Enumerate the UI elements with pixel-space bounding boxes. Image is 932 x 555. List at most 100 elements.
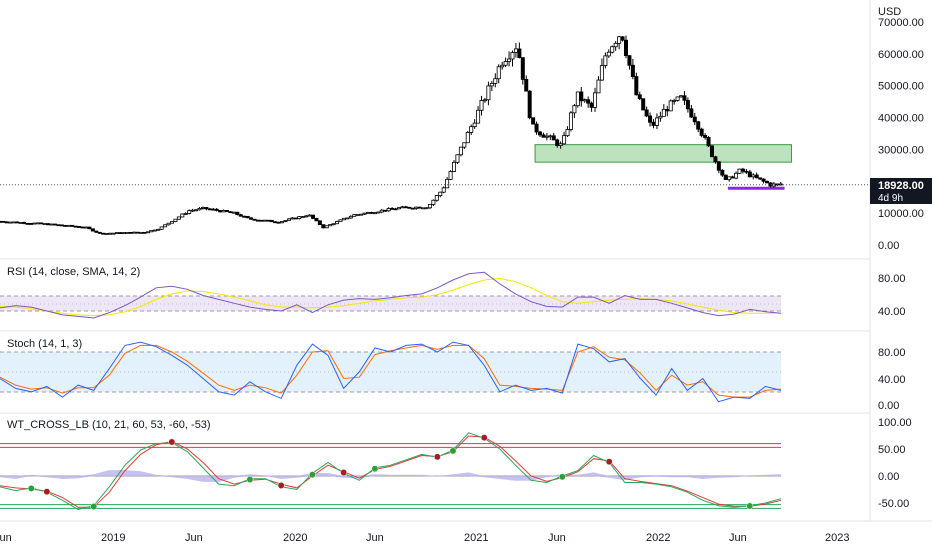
candle-body (555, 139, 560, 147)
candle-body (190, 209, 195, 212)
candle-body (379, 209, 384, 213)
price-pane[interactable] (0, 35, 870, 235)
candle-body (276, 221, 281, 224)
candle-body (593, 92, 598, 108)
candle-body (424, 207, 429, 210)
candle-body (242, 215, 247, 218)
candle-body (658, 115, 663, 119)
candle-body (11, 221, 16, 224)
candle-body (410, 207, 415, 210)
candle-body (228, 211, 233, 214)
candle-body (706, 137, 711, 147)
candle-body (582, 99, 587, 102)
candle-body (39, 222, 44, 225)
candle-body (22, 222, 27, 224)
candle-body (496, 66, 501, 80)
candle-body (699, 128, 704, 136)
candle-body (541, 134, 546, 138)
resistance-zone[interactable] (534, 144, 792, 163)
price-tick: 0.00 (878, 240, 899, 252)
time-label-2022: 2022 (646, 532, 670, 544)
candle-body (132, 231, 137, 234)
wt-bearish-cross-dot (168, 438, 176, 446)
stoch-tick-80: 80.00 (878, 347, 906, 359)
candle-body (527, 90, 532, 119)
candle-body (18, 222, 23, 224)
candle-body (345, 217, 350, 220)
candle-body (479, 100, 484, 111)
candle-body (280, 221, 285, 224)
stoch-d-line (0, 344, 782, 398)
candle-body (97, 231, 102, 234)
candle-body (737, 168, 742, 174)
candle-body (121, 232, 126, 235)
candle-body (572, 105, 577, 114)
candle-body (152, 229, 157, 232)
candle-body (283, 220, 288, 222)
candle-body (221, 210, 226, 213)
wt-bullish-cross-dot (27, 484, 35, 492)
candle-body (369, 212, 374, 214)
candle-body (637, 94, 642, 100)
candle-body (235, 211, 240, 216)
candle-body (458, 146, 463, 156)
rsi-pane[interactable]: RSI (14, close, SMA, 14, 2) 80.00 40.00 (0, 266, 906, 319)
wt-bearish-cross-dot (277, 482, 285, 489)
candle-body (421, 207, 426, 210)
price-tick: 10000.00 (878, 208, 924, 220)
wt-pane[interactable]: WT_CROSS_LB (10, 21, 60, 53, -60, -53) 1… (0, 417, 912, 511)
candle-body (603, 55, 608, 66)
rsi-tick-40: 40.00 (878, 306, 906, 318)
wt-bullish-cross-dot (449, 447, 457, 455)
candle-body (623, 39, 628, 57)
time-axis[interactable]: Jun 2019 Jun 2020 Jun 2021 Jun 2022 Jun … (0, 532, 849, 544)
candle-body (493, 78, 498, 84)
stoch-tick-40: 40.00 (878, 374, 906, 386)
candle-body (297, 216, 302, 219)
candle-body (390, 207, 395, 210)
candle-body (66, 224, 71, 227)
candle-body (641, 98, 646, 111)
candle-countdown: 4d 9h (878, 193, 903, 204)
candle-body (744, 170, 749, 173)
candle-body (35, 222, 40, 225)
candle-body (503, 61, 508, 66)
candle-body (520, 57, 525, 80)
wt-bearish-cross-dot (340, 469, 348, 476)
candle-body (259, 219, 264, 222)
candle-body (255, 219, 260, 222)
wt-bearish-cross-dot (480, 434, 488, 442)
candle-body (104, 233, 109, 235)
candle-body (644, 109, 649, 117)
candle-body (15, 221, 20, 224)
candle-body (56, 224, 61, 227)
candle-body (654, 117, 659, 126)
stoch-pane[interactable]: Stoch (14, 1, 3) 80.00 40.00 0.00 (0, 338, 906, 412)
candle-body (338, 219, 343, 222)
candle-body (197, 208, 202, 211)
candle-body (661, 108, 666, 117)
candle-body (720, 169, 725, 176)
candle-body (482, 99, 487, 102)
candle-body (118, 232, 123, 235)
candle-body (187, 210, 192, 214)
candle-body (620, 36, 625, 41)
rsi-line (0, 271, 782, 319)
candle-body (438, 191, 443, 196)
candle-body (25, 222, 30, 225)
candle-body (599, 65, 604, 81)
candle-body (94, 230, 99, 233)
candle-body (651, 121, 656, 126)
price-axis[interactable]: USD 70000.00 60000.00 50000.00 40000.00 3000… (870, 6, 932, 252)
candle-body (517, 48, 522, 59)
candle-body (634, 76, 639, 96)
candle-body (59, 224, 64, 227)
candle-body (348, 215, 353, 219)
candle-body (200, 207, 205, 209)
candle-body (703, 135, 708, 138)
time-label-jun-2020: Jun (366, 532, 384, 544)
candle-body (225, 210, 230, 213)
candle-body (80, 226, 85, 229)
candle-body (32, 222, 37, 225)
